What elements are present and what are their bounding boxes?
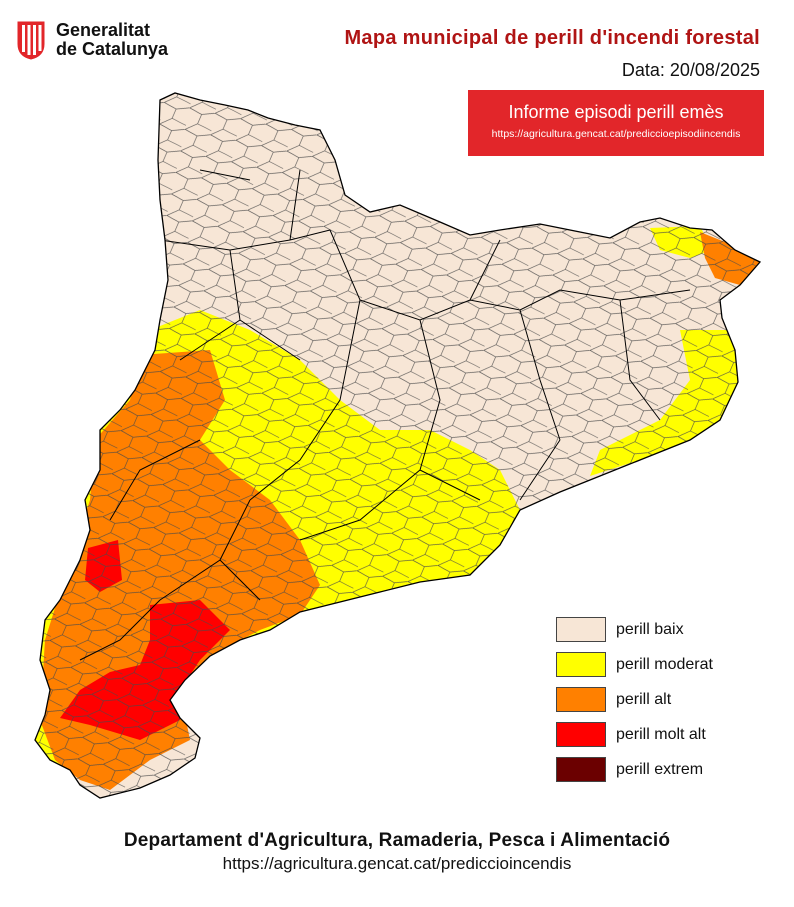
- alert-text: Informe episodi perill emès: [508, 102, 724, 122]
- generalitat-logo: Generalitat de Catalunya: [16, 20, 168, 60]
- org-name: Generalitat de Catalunya: [56, 21, 168, 59]
- legend-item-high: perill alt: [556, 682, 713, 717]
- legend-swatch: [556, 652, 606, 677]
- legend-swatch: [556, 617, 606, 642]
- legend-item-low: perill baix: [556, 612, 713, 647]
- comarca-borders: [79, 169, 691, 661]
- legend-label: perill molt alt: [616, 725, 706, 743]
- catalonia-outline: [34, 92, 762, 799]
- department-name: Departament d'Agricultura, Ramaderia, Pe…: [123, 830, 671, 851]
- legend-label: perill baix: [616, 620, 684, 638]
- legend-item-moderate: perill moderat: [556, 647, 713, 682]
- legend-label: perill alt: [616, 690, 672, 708]
- legend-swatch: [556, 757, 606, 782]
- catalonia-emblem-icon: [17, 21, 45, 60]
- legend-label: perill moderat: [616, 655, 713, 673]
- fire-danger-map: [34, 92, 762, 799]
- map-date: Data: 20/08/2025: [621, 60, 760, 80]
- map-legend: perill baix perill moderat perill alt pe…: [556, 612, 713, 787]
- alert-url[interactable]: https://agricultura.gencat.cat/prediccio…: [491, 128, 741, 140]
- legend-label: perill extrem: [616, 760, 704, 778]
- org-name-line1: Generalitat: [56, 20, 151, 40]
- legend-swatch: [556, 722, 606, 747]
- legend-item-very-high: perill molt alt: [556, 717, 713, 752]
- legend-swatch: [556, 687, 606, 712]
- footer-url[interactable]: https://agricultura.gencat.cat/prediccio…: [222, 854, 572, 873]
- episode-alert-banner[interactable]: Informe episodi perill emès https://agri…: [468, 90, 764, 156]
- legend-item-extreme: perill extrem: [556, 752, 713, 787]
- map-title: Mapa municipal de perill d'incendi fores…: [344, 27, 760, 49]
- org-name-line2: de Catalunya: [56, 39, 169, 59]
